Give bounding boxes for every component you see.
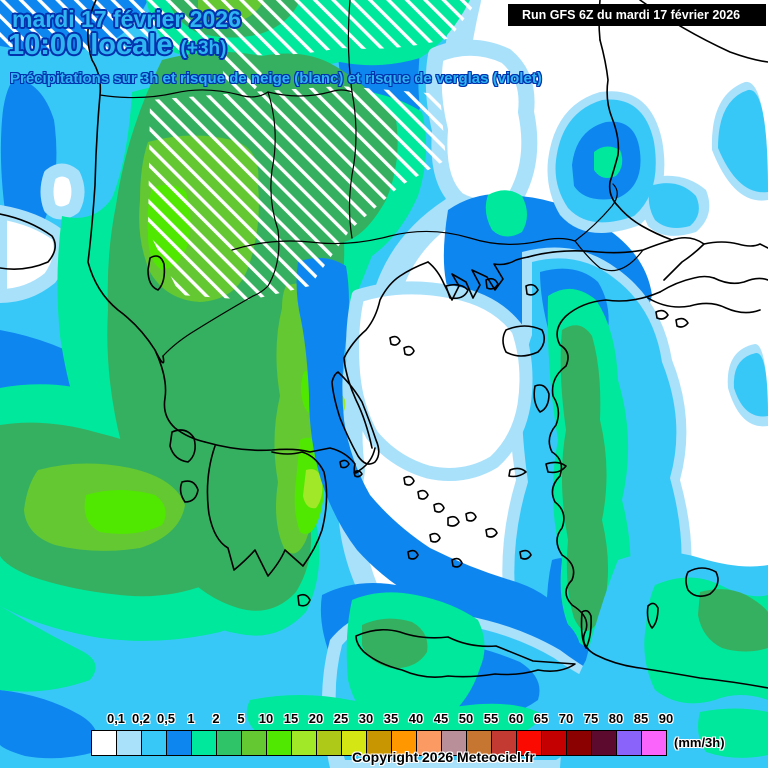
legend-label: 0,2 [131,711,151,726]
legend-swatches [91,730,667,756]
legend-label: 45 [433,711,449,726]
snow-hatch-overlay [0,0,478,300]
copyright-label: Copyright 2026 Meteociel.fr [352,749,535,765]
legend-swatch [541,730,567,756]
run-info-box: Run GFS 6Z du mardi 17 février 2026 [508,4,766,26]
legend-label: 40 [408,711,424,726]
legend-label: 1 [187,711,195,726]
legend-label: 85 [633,711,649,726]
legend-swatch [166,730,192,756]
legend-swatch [116,730,142,756]
legend-label: 10 [258,711,274,726]
legend-label: 0,5 [156,711,176,726]
legend-label: 50 [458,711,474,726]
legend-label: 35 [383,711,399,726]
legend-label: 55 [483,711,499,726]
legend-swatch [316,730,342,756]
legend-label: 75 [583,711,599,726]
legend-swatch [216,730,242,756]
legend-label: 60 [508,711,524,726]
legend-swatch [191,730,217,756]
legend-label: 20 [308,711,324,726]
coastlines [0,0,768,689]
legend-label: 30 [358,711,374,726]
legend-swatch [291,730,317,756]
run-info-label: Run GFS 6Z du mardi 17 février 2026 [522,8,741,22]
country-borders [99,0,644,357]
legend-swatch [516,730,542,756]
legend-swatch [566,730,592,756]
legend-swatch [341,730,367,756]
legend-swatch [91,730,117,756]
legend-unit: (mm/3h) [674,735,725,750]
legend-label: 25 [333,711,349,726]
legend-label: 0,1 [106,711,126,726]
legend-swatch [591,730,617,756]
legend-swatch [616,730,642,756]
legend-label: 5 [237,711,245,726]
legend-swatch [391,730,417,756]
legend-label: 15 [283,711,299,726]
legend-label: 70 [558,711,574,726]
legend-label: 65 [533,711,549,726]
legend-swatch [491,730,517,756]
legend-label: 2 [212,711,220,726]
legend-swatch [141,730,167,756]
legend-swatch [241,730,267,756]
legend-label: 90 [658,711,674,726]
legend-swatch [266,730,292,756]
legend-labels: 0,1 0,2 0,5 1 2 5 10 15 20 25 30 35 40 45 50 55 60 65 70 75… [0,711,768,727]
legend-label: 80 [608,711,624,726]
legend-swatch [641,730,667,756]
